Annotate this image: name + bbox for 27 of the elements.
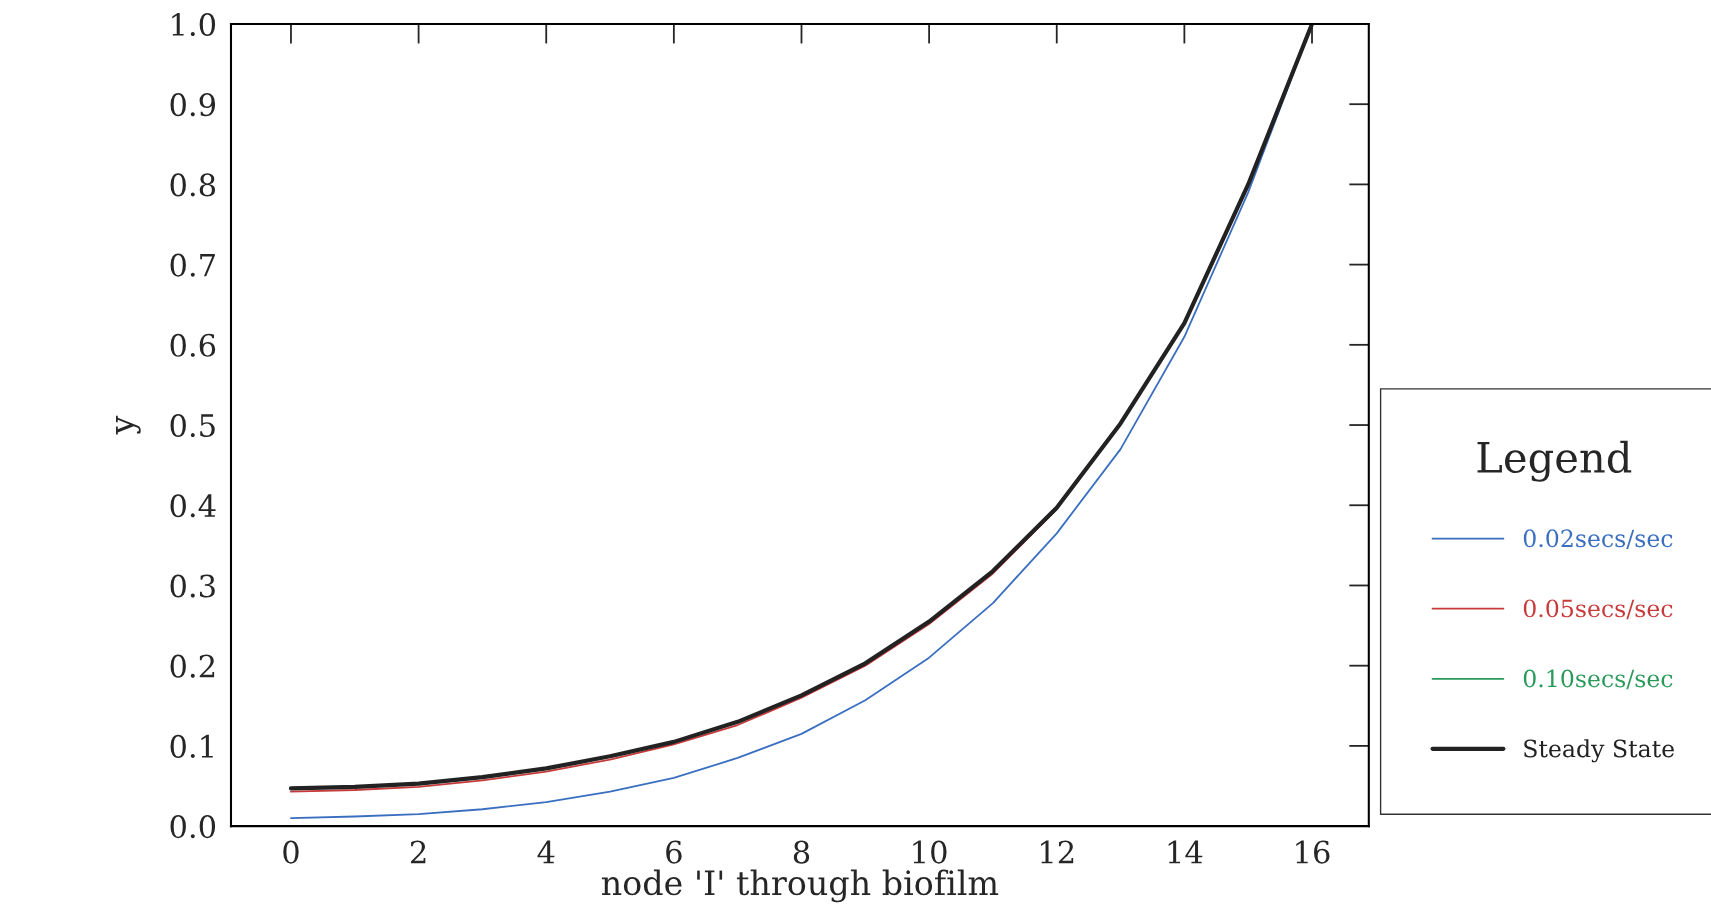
y-tick-label: 0.2 xyxy=(170,654,215,678)
y-tick-label: 0.5 xyxy=(170,413,215,438)
y-tick-label: 0.9 xyxy=(170,93,216,117)
x-tick-label: 4 xyxy=(537,840,555,864)
x-tick-label: 12 xyxy=(1041,840,1074,864)
y-axis-title: y xyxy=(116,415,141,435)
y-tick-label: 0.8 xyxy=(170,173,216,197)
y-tick-label: 1.0 xyxy=(172,12,216,37)
legend-label: 0.02secs/sec xyxy=(1523,529,1673,550)
x-axis-title: node 'I' through biofilm xyxy=(601,869,999,903)
y-tick-label: 0.6 xyxy=(170,333,216,357)
x-tick-label: 0 xyxy=(283,840,299,864)
x-tick-label: 16 xyxy=(1296,840,1330,864)
x-tick-label: 14 xyxy=(1168,840,1203,864)
x-tick-label: 2 xyxy=(410,840,426,864)
y-tick-label: 0.1 xyxy=(170,734,213,758)
y-tick-label: 0.4 xyxy=(170,494,216,518)
x-tick-label: 6 xyxy=(666,840,682,864)
legend-title: Legend xyxy=(1477,440,1632,482)
y-tick-label: 0.0 xyxy=(170,815,216,839)
x-tick-label: 8 xyxy=(793,840,810,864)
legend-label: 0.05secs/sec xyxy=(1523,599,1673,620)
legend-label: Steady State xyxy=(1524,739,1674,763)
y-tick-label: 0.7 xyxy=(170,253,215,277)
y-tick-label: 0.3 xyxy=(170,574,215,598)
x-tick-label: 10 xyxy=(913,840,947,864)
legend-label: 0.10secs/sec xyxy=(1523,669,1673,690)
